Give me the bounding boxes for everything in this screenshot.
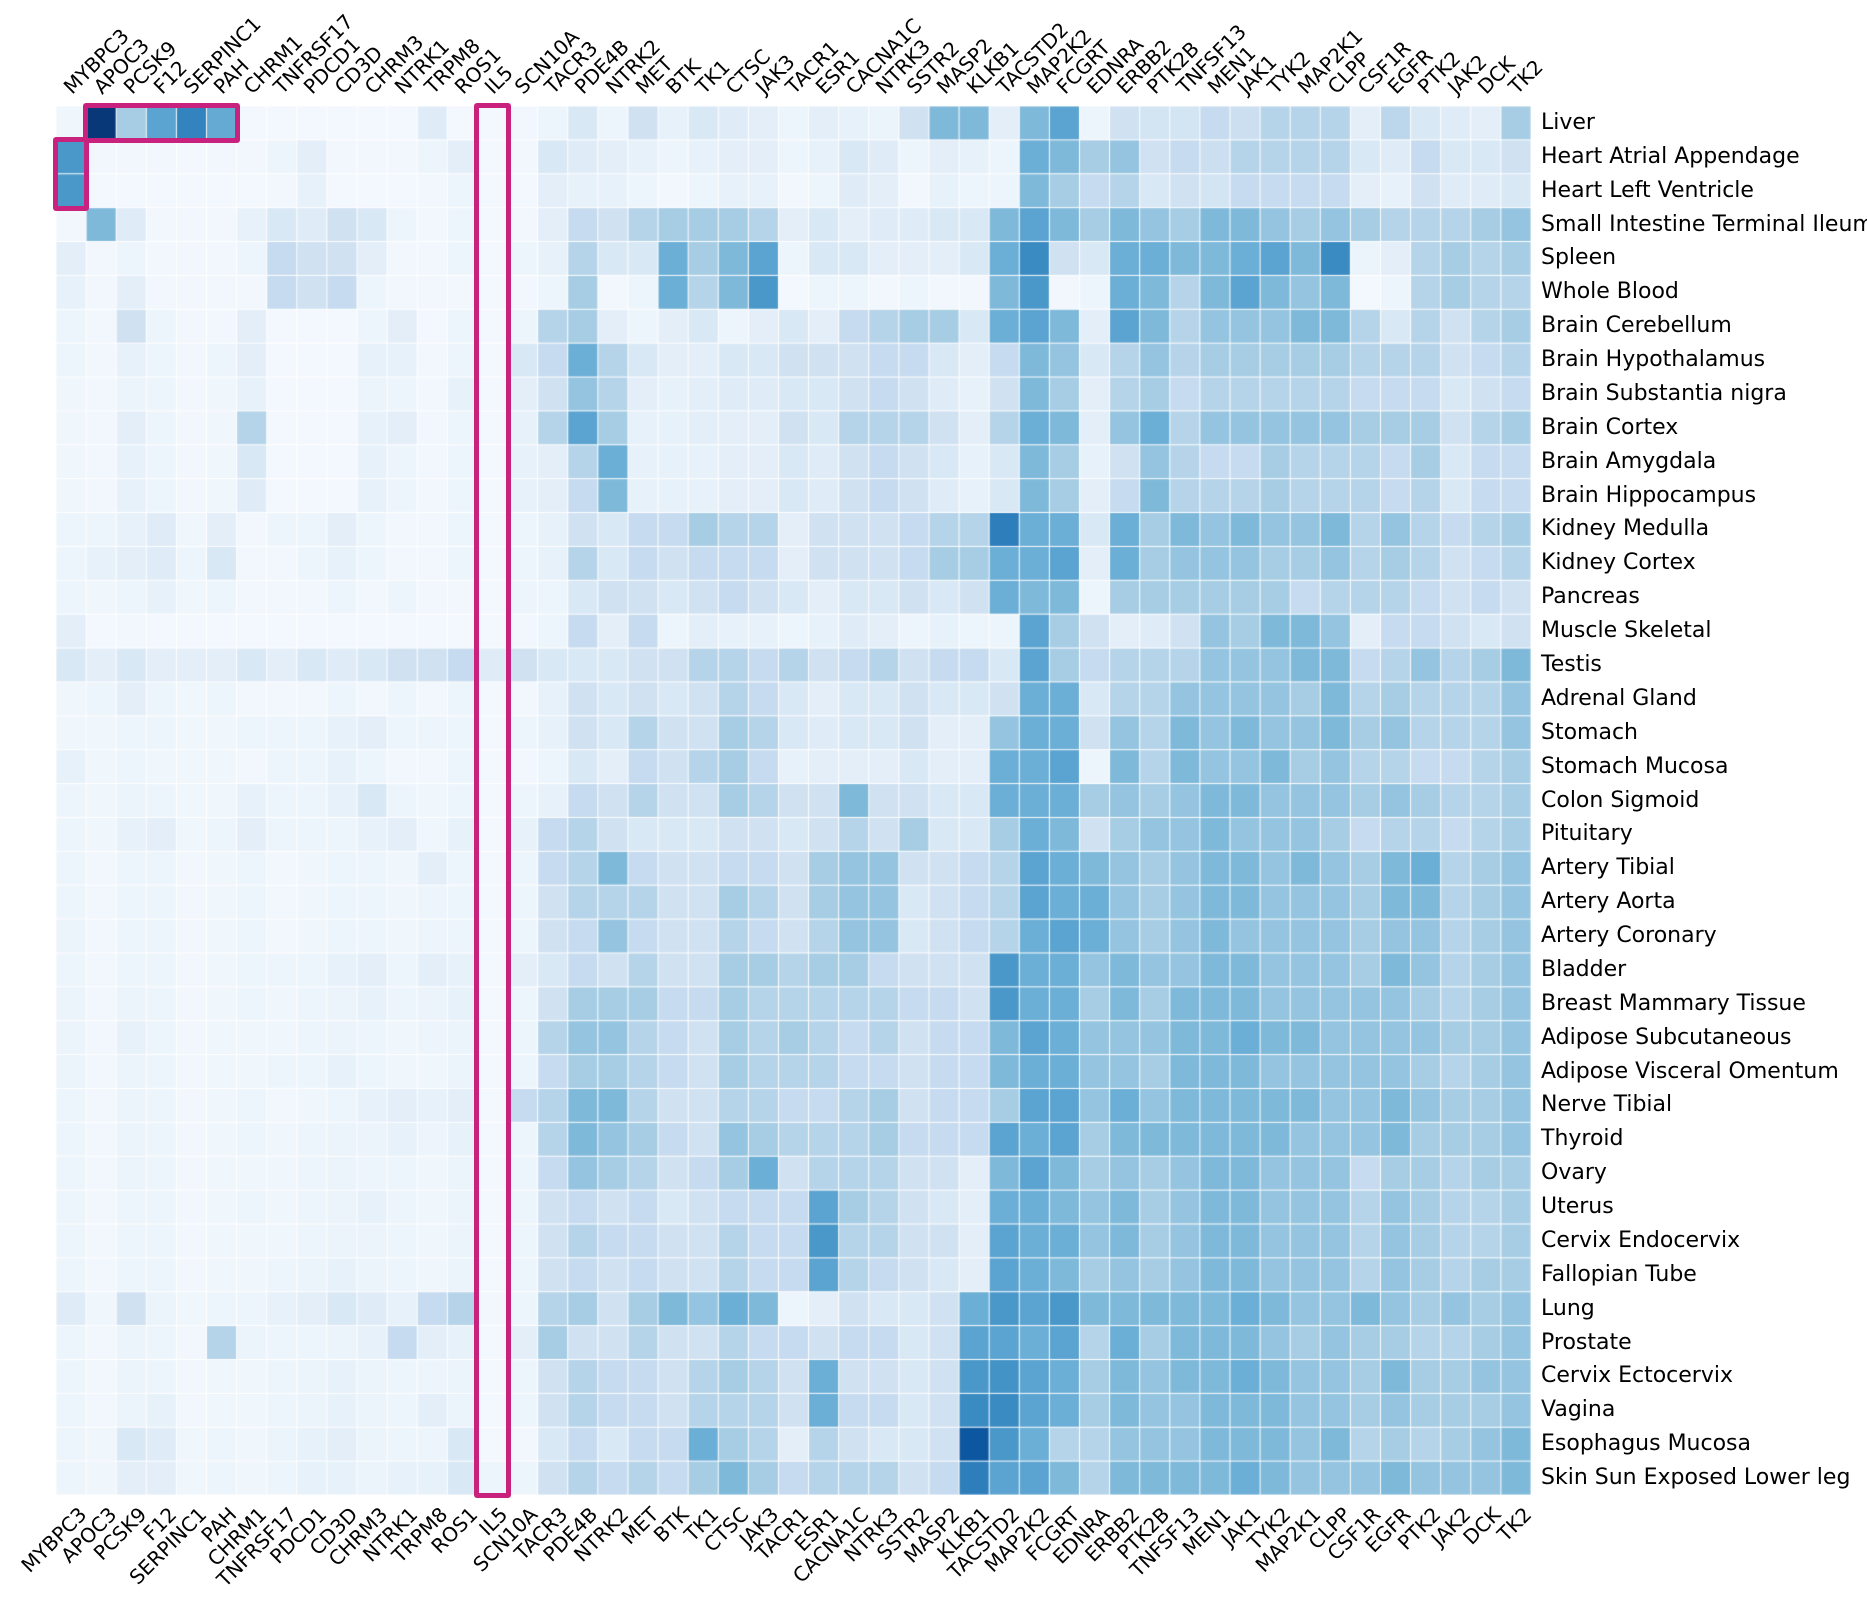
- row-label-esophagus-mucosa: Esophagus Mucosa: [1541, 1431, 1751, 1457]
- row-label-kidney-cortex: Kidney Cortex: [1541, 550, 1696, 576]
- row-label-brain-hypothalamus: Brain Hypothalamus: [1541, 347, 1766, 373]
- row-label-testis: Testis: [1541, 651, 1602, 677]
- row-label-liver: Liver: [1541, 109, 1595, 135]
- row-label-thyroid: Thyroid: [1541, 1126, 1624, 1152]
- row-label-prostate: Prostate: [1541, 1329, 1632, 1355]
- row-label-fallopian-tube: Fallopian Tube: [1541, 1261, 1697, 1287]
- row-label-bladder: Bladder: [1541, 956, 1627, 982]
- row-label-adipose-visceral-omentum: Adipose Visceral Omentum: [1541, 1058, 1839, 1084]
- row-label-spleen: Spleen: [1541, 245, 1617, 271]
- row-label-brain-cortex: Brain Cortex: [1541, 414, 1679, 440]
- row-label-brain-cerebellum: Brain Cerebellum: [1541, 313, 1732, 339]
- row-label-brain-substantia-nigra: Brain Substantia nigra: [1541, 380, 1787, 406]
- heatmap-grid: [56, 106, 1531, 1495]
- row-label-cervix-endocervix: Cervix Endocervix: [1541, 1227, 1741, 1253]
- highlight-box-heart-mybpc3-cluster: [53, 136, 90, 211]
- col-label-bottom-TK2: TK2: [1491, 1502, 1536, 1547]
- row-label-pituitary: Pituitary: [1541, 821, 1633, 847]
- row-label-adrenal-gland: Adrenal Gland: [1541, 685, 1697, 711]
- row-label-vagina: Vagina: [1541, 1397, 1616, 1423]
- row-label-brain-amygdala: Brain Amygdala: [1541, 448, 1717, 474]
- row-label-stomach-mucosa: Stomach Mucosa: [1541, 753, 1729, 779]
- row-label-artery-aorta: Artery Aorta: [1541, 889, 1676, 915]
- row-label-lung: Lung: [1541, 1295, 1595, 1321]
- row-label-cervix-ectocervix: Cervix Ectocervix: [1541, 1363, 1733, 1389]
- row-label-artery-tibial: Artery Tibial: [1541, 855, 1675, 881]
- row-label-kidney-medulla: Kidney Medulla: [1541, 516, 1710, 542]
- row-label-nerve-tibial: Nerve Tibial: [1541, 1092, 1673, 1118]
- row-label-muscle-skeletal: Muscle Skeletal: [1541, 618, 1712, 644]
- row-label-brain-hippocampus: Brain Hippocampus: [1541, 482, 1757, 508]
- row-label-small-intestine-terminal-ileum: Small Intestine Terminal Ileum: [1541, 211, 1867, 237]
- row-label-heart-atrial-appendage: Heart Atrial Appendage: [1541, 143, 1800, 169]
- row-label-pancreas: Pancreas: [1541, 584, 1640, 610]
- row-label-stomach: Stomach: [1541, 719, 1639, 745]
- row-label-whole-blood: Whole Blood: [1541, 279, 1679, 305]
- highlight-box-il5-column: [474, 103, 511, 1498]
- row-label-breast-mammary-tissue: Breast Mammary Tissue: [1541, 990, 1806, 1016]
- row-label-colon-sigmoid: Colon Sigmoid: [1541, 787, 1700, 813]
- row-label-ovary: Ovary: [1541, 1160, 1607, 1186]
- row-label-heart-left-ventricle: Heart Left Ventricle: [1541, 177, 1754, 203]
- row-label-skin-sun-exposed-lower-leg: Skin Sun Exposed Lower leg: [1541, 1465, 1851, 1491]
- row-label-uterus: Uterus: [1541, 1194, 1614, 1220]
- highlight-box-liver-apoc3-pah-cluster: [83, 103, 240, 143]
- row-label-adipose-subcutaneous: Adipose Subcutaneous: [1541, 1024, 1792, 1050]
- row-label-artery-coronary: Artery Coronary: [1541, 923, 1717, 948]
